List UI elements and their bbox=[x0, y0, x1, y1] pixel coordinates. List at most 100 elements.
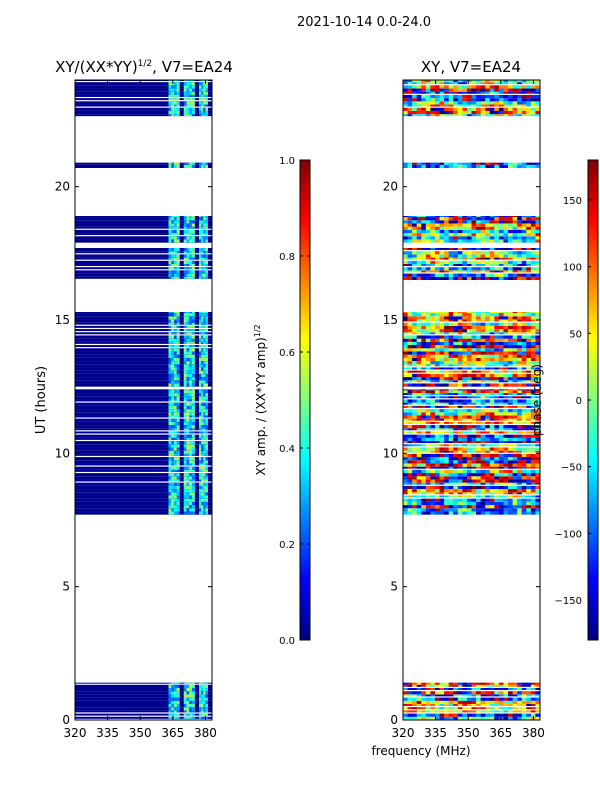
heat-cell bbox=[421, 94, 427, 99]
heat-cell bbox=[471, 88, 477, 92]
heat-cell bbox=[407, 489, 413, 493]
heat-cell bbox=[203, 91, 206, 95]
heat-cell bbox=[476, 254, 482, 258]
heat-cell bbox=[448, 260, 454, 264]
heat-cell bbox=[171, 383, 175, 387]
heat-cell bbox=[416, 338, 422, 342]
heat-cell bbox=[421, 98, 427, 102]
heat-cell bbox=[535, 217, 540, 221]
heat-cell bbox=[189, 441, 193, 445]
heat-cell bbox=[439, 164, 445, 168]
heat-cell bbox=[535, 447, 540, 451]
heat-cell bbox=[476, 325, 482, 330]
heat-cell bbox=[407, 418, 413, 421]
heat-cell bbox=[535, 412, 540, 416]
heat-cell bbox=[191, 91, 195, 95]
heat-cell bbox=[412, 361, 418, 365]
heat-cell bbox=[173, 437, 177, 440]
heat-cell bbox=[201, 254, 204, 258]
heat-cell bbox=[489, 402, 495, 405]
heat-cell bbox=[189, 351, 193, 355]
heat-cell bbox=[489, 80, 495, 83]
heat-cell bbox=[407, 313, 413, 317]
heat-cell bbox=[403, 373, 408, 378]
heat-cell bbox=[171, 428, 175, 431]
heat-cell bbox=[471, 94, 477, 99]
heat-cell bbox=[489, 380, 495, 383]
heat-cell bbox=[526, 248, 532, 250]
heat-cell bbox=[476, 453, 482, 458]
heat-cell bbox=[407, 447, 413, 451]
heat-cell bbox=[444, 357, 450, 362]
heat-cell bbox=[526, 479, 532, 483]
heat-cell bbox=[512, 447, 518, 451]
heat-cell bbox=[189, 479, 193, 482]
heat-cell bbox=[517, 251, 523, 255]
heat-cell bbox=[503, 313, 509, 317]
heat-cell bbox=[526, 357, 532, 362]
heat-cell bbox=[503, 354, 509, 358]
heat-cell bbox=[430, 457, 436, 461]
heat-cell bbox=[168, 694, 172, 698]
heat-cell bbox=[183, 492, 187, 496]
heat-cell bbox=[530, 700, 536, 704]
heat-cell bbox=[471, 377, 477, 381]
heat-cell bbox=[171, 457, 175, 461]
heat-cell bbox=[521, 335, 527, 339]
heat-cell bbox=[466, 248, 472, 250]
heat-cell bbox=[425, 682, 431, 685]
heat-cell bbox=[503, 236, 509, 240]
heat-cell bbox=[521, 114, 527, 117]
heat-cell bbox=[171, 329, 175, 332]
heat-cell bbox=[535, 322, 540, 326]
heat-cell bbox=[189, 437, 193, 440]
heat-cell bbox=[430, 338, 436, 342]
heat-cell bbox=[476, 226, 482, 230]
heat-cell bbox=[476, 94, 482, 99]
heat-cell bbox=[526, 688, 532, 690]
heat-cell bbox=[457, 114, 463, 117]
heat-cell bbox=[517, 82, 523, 85]
heat-cell bbox=[508, 489, 513, 493]
heat-cell bbox=[439, 260, 445, 264]
heat-cell bbox=[425, 341, 431, 346]
heat-cell bbox=[421, 437, 427, 442]
heat-cell bbox=[205, 460, 208, 464]
heat-cell bbox=[412, 505, 418, 509]
heat-cell bbox=[205, 316, 208, 320]
heat-cell bbox=[462, 312, 468, 314]
heat-cell bbox=[462, 82, 468, 85]
heat-cell bbox=[466, 694, 472, 697]
heat-cell bbox=[203, 257, 206, 260]
heat-cell bbox=[403, 348, 408, 352]
heat-cell bbox=[512, 492, 518, 495]
heat-cell bbox=[421, 257, 427, 260]
heat-cell bbox=[191, 345, 195, 348]
heat-cell bbox=[489, 396, 495, 399]
heat-cell bbox=[201, 319, 204, 323]
heat-cell bbox=[526, 469, 532, 474]
heat-cell bbox=[530, 216, 536, 218]
heat-cell bbox=[425, 338, 431, 342]
heat-cell bbox=[171, 415, 175, 418]
heat-cell bbox=[173, 226, 177, 229]
heat-cell bbox=[508, 450, 513, 453]
heat-cell bbox=[434, 332, 440, 335]
heat-cell bbox=[466, 389, 472, 391]
heat-cell bbox=[530, 270, 536, 273]
heat-cell bbox=[457, 370, 463, 373]
heat-cell bbox=[416, 364, 422, 367]
heat-cell bbox=[173, 82, 177, 86]
heat-cell bbox=[517, 332, 523, 335]
heat-cell bbox=[439, 402, 445, 405]
heat-cell bbox=[498, 511, 504, 515]
heat-cell bbox=[526, 80, 532, 83]
heat-cell bbox=[471, 316, 477, 320]
heat-cell bbox=[508, 684, 513, 687]
heat-row bbox=[75, 466, 212, 470]
heat-cell bbox=[526, 85, 532, 89]
heat-cell bbox=[530, 380, 536, 383]
heat-cell bbox=[521, 476, 527, 480]
heat-cell bbox=[403, 216, 408, 218]
heat-cell bbox=[407, 457, 413, 461]
